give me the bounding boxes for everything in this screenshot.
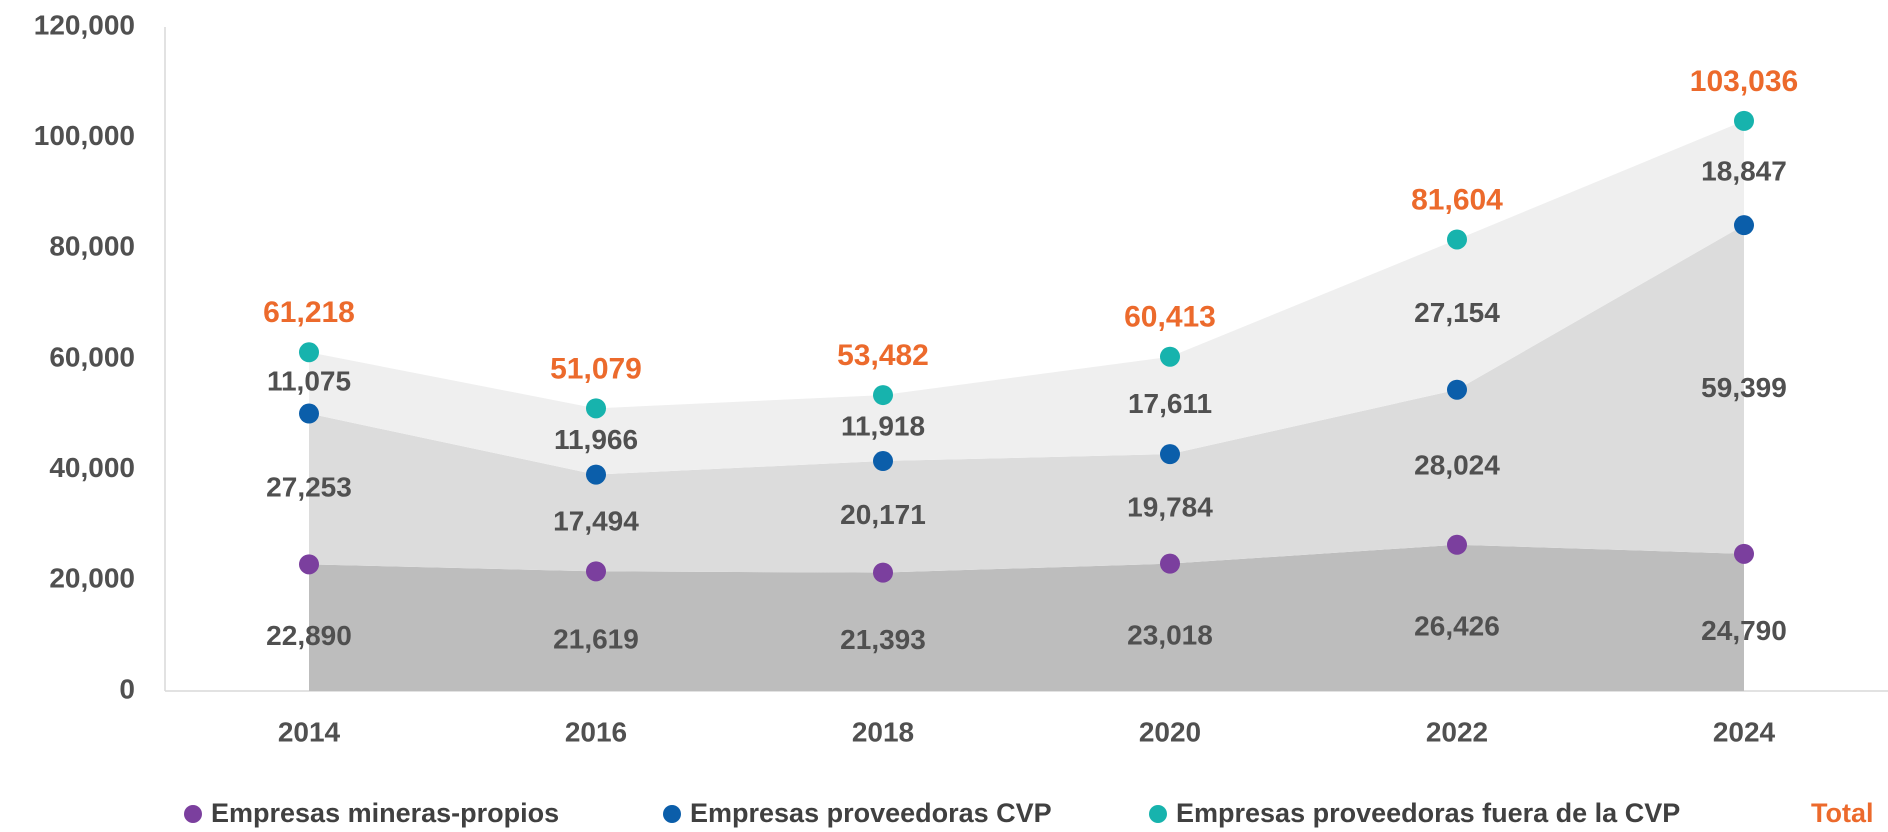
legend-marker — [663, 805, 681, 823]
x-tick-label: 2014 — [278, 716, 341, 747]
y-tick-label: 20,000 — [49, 563, 135, 594]
data-label: 22,890 — [266, 620, 352, 651]
dot — [1734, 543, 1754, 564]
data-label: 59,399 — [1701, 372, 1787, 403]
y-tick-label: 40,000 — [49, 452, 135, 483]
dot — [1160, 553, 1180, 574]
dot — [1734, 110, 1754, 131]
data-label: 19,784 — [1127, 491, 1213, 522]
dot — [1160, 346, 1180, 367]
x-tick-label: 2018 — [852, 716, 914, 747]
x-tick-label: 2016 — [565, 716, 627, 747]
y-tick-label: 0 — [119, 673, 135, 704]
data-label: 17,494 — [553, 505, 639, 536]
y-tick-label: 100,000 — [34, 120, 135, 151]
dot — [299, 554, 319, 575]
legend-marker — [1149, 805, 1167, 823]
data-label: 18,847 — [1701, 155, 1787, 186]
total-label: 103,036 — [1690, 65, 1798, 98]
data-label: 23,018 — [1127, 620, 1213, 651]
legend-label: Empresas proveedoras fuera de la CVP — [1176, 798, 1680, 828]
dot — [586, 398, 606, 419]
x-tick-label: 2022 — [1426, 716, 1488, 747]
legend-label: Total — [1811, 798, 1874, 828]
dot — [873, 562, 893, 583]
dot — [586, 464, 606, 485]
dot — [1447, 534, 1467, 555]
area — [309, 544, 1744, 691]
dot — [1447, 379, 1467, 400]
data-label: 11,966 — [554, 424, 638, 455]
dot — [299, 403, 319, 424]
y-tick-label: 60,000 — [49, 341, 135, 372]
dot — [873, 451, 893, 472]
data-label: 17,611 — [1128, 388, 1212, 419]
y-tick-label: 120,000 — [34, 9, 135, 40]
data-label: 20,171 — [840, 499, 926, 530]
data-label: 28,024 — [1414, 450, 1500, 481]
total-label: 51,079 — [550, 352, 642, 385]
area — [309, 225, 1744, 573]
data-label: 24,790 — [1701, 615, 1787, 646]
dot — [299, 342, 319, 363]
x-tick-label: 2024 — [1713, 716, 1776, 747]
total-label: 61,218 — [263, 296, 355, 329]
legend-label: Empresas proveedoras CVP — [690, 798, 1052, 828]
data-label: 27,253 — [266, 471, 352, 502]
total-label: 53,482 — [837, 339, 929, 372]
area — [309, 120, 1744, 475]
legend-marker — [184, 805, 202, 823]
dot — [1160, 444, 1180, 465]
x-tick-label: 2020 — [1139, 716, 1201, 747]
data-label: 11,075 — [267, 365, 351, 396]
total-label: 81,604 — [1411, 183, 1503, 216]
data-label: 21,619 — [553, 624, 639, 655]
data-label: 21,393 — [840, 624, 926, 655]
total-label: 60,413 — [1124, 301, 1216, 334]
data-label: 27,154 — [1414, 297, 1500, 328]
dot — [1734, 215, 1754, 236]
dot — [1447, 229, 1467, 250]
data-label: 26,426 — [1414, 610, 1500, 641]
y-tick-label: 80,000 — [49, 231, 135, 262]
data-label: 11,918 — [841, 410, 925, 441]
dot — [586, 561, 606, 582]
dot — [873, 385, 893, 406]
legend-label: Empresas mineras-propios — [211, 798, 559, 828]
